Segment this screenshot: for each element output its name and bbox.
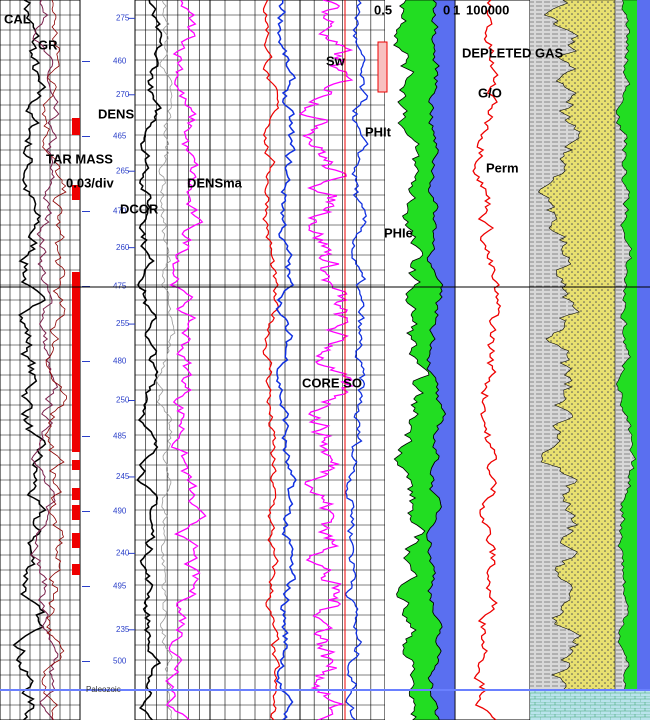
label: GR [38, 37, 58, 52]
label: Perm [486, 160, 519, 175]
label: Paleozoic [86, 685, 121, 694]
log-curve [155, 0, 176, 721]
depth-label: 240 [116, 548, 130, 557]
tar-block [72, 185, 80, 200]
log-curve [262, 0, 281, 721]
tar-block [72, 533, 80, 548]
depth-label: 260 [116, 243, 130, 252]
label: TAR MASS [46, 151, 113, 166]
tar-block [72, 488, 80, 500]
depth-label: 485 [113, 432, 127, 441]
log-curve [12, 0, 47, 721]
basement [530, 690, 650, 720]
tar-block [72, 505, 80, 520]
log-curve [298, 0, 355, 721]
sand [537, 0, 616, 721]
label: 0 [443, 2, 450, 17]
label: PHIe [384, 225, 413, 240]
depth-label: 495 [113, 582, 127, 591]
depth-label: 235 [116, 625, 130, 634]
depth-label: 475 [113, 282, 127, 291]
tar-block [72, 118, 80, 135]
depth-label: 490 [113, 507, 127, 516]
log-curve [344, 0, 369, 721]
label: PHIt [365, 124, 392, 139]
label: 0.03/div [66, 175, 114, 190]
log-curve [275, 0, 297, 721]
blue-lith [637, 0, 650, 720]
depth-label: 250 [116, 396, 130, 405]
depth-label: 460 [113, 57, 127, 66]
label: 100000 [466, 2, 509, 17]
label: 0.5 [374, 2, 392, 17]
depth-label: 245 [116, 472, 130, 481]
depth-label: 500 [113, 657, 127, 666]
tar-block [72, 460, 80, 470]
label: G/O [478, 85, 502, 100]
tar-block [72, 272, 80, 452]
depth-label: 275 [116, 13, 130, 22]
depth-label: 480 [113, 357, 127, 366]
label: DCOR [120, 201, 159, 216]
label: CORE SO [302, 375, 362, 390]
depth-label: 265 [116, 166, 130, 175]
log-curve [472, 0, 502, 721]
log-curve [41, 0, 68, 721]
depth-label: 465 [113, 132, 127, 141]
labels: CAL GR DENS TAR MASS 0.03/div DCOR DENSm… [4, 2, 563, 694]
label: Sw [326, 53, 346, 68]
label: CAL [4, 11, 31, 26]
depth-label: 470 [113, 207, 127, 216]
log-curve [165, 0, 207, 721]
label: DENSma [187, 175, 243, 190]
label: 1 [453, 2, 460, 17]
depth-label: 270 [116, 90, 130, 99]
log-curve [136, 0, 163, 721]
tar-block [72, 564, 80, 575]
core-box [377, 41, 388, 93]
depth-label: 255 [116, 319, 130, 328]
label: DEPLETED GAS [462, 45, 563, 60]
label: DENS [98, 106, 134, 121]
